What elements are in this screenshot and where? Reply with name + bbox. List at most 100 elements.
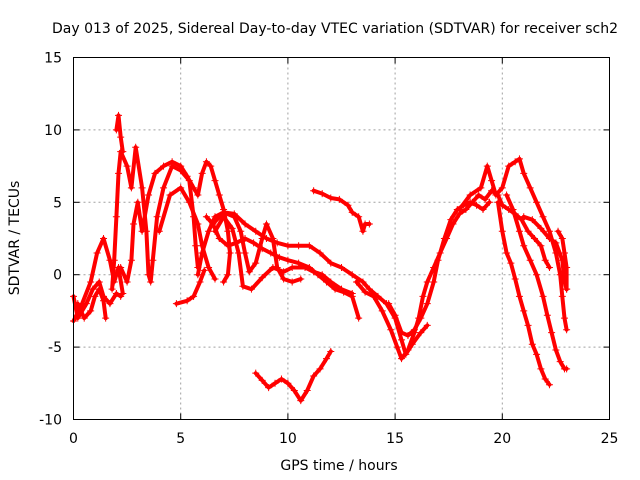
series-line [110,145,200,292]
data-point [177,162,185,170]
data-point [492,191,500,199]
data-point [91,292,99,300]
data-point [280,268,288,276]
data-point [134,198,142,206]
data-point [398,336,406,344]
data-point [284,242,292,250]
data-point [190,184,198,192]
y-tick-label: 0 [53,268,62,284]
data-point [398,355,406,363]
data-point [543,311,551,319]
data-point [267,249,275,257]
data-point [314,271,322,279]
data-point [290,387,298,395]
data-point [355,314,363,322]
y-axis-label: SDTVAR / TECUs [7,181,23,296]
data-point [295,259,303,267]
data-point [404,332,412,340]
data-point [241,220,249,228]
data-point [558,235,566,242]
data-point [423,300,431,308]
data-point [112,126,120,134]
data-point [297,397,305,405]
data-point [130,220,138,228]
x-axis-label: GPS time / hours [280,458,397,474]
y-tick-label: -10 [39,413,62,429]
data-point [558,292,566,300]
data-point [123,162,131,170]
y-tick-label: -5 [48,340,62,356]
data-point [410,326,418,334]
data-point [359,227,367,235]
data-point [215,191,223,199]
data-point [473,201,481,209]
data-point [288,263,296,271]
data-point [149,256,157,264]
data-point [533,350,541,358]
data-point [520,213,528,221]
data-point [252,369,260,377]
data-point [509,206,517,214]
data-point [271,379,279,387]
data-point [498,227,506,235]
data-point [177,184,185,192]
data-point [417,314,425,322]
data-point [485,198,493,206]
data-point [511,158,519,166]
y-tick-label: 10 [44,123,62,139]
data-point [245,268,253,276]
data-point [556,358,564,366]
data-point [190,292,198,300]
data-point [277,375,285,383]
data-point [440,235,448,242]
data-point [262,220,270,228]
data-point [507,259,515,267]
data-point [220,213,228,221]
data-point [477,184,485,192]
data-point [202,158,210,166]
data-point [526,256,534,264]
x-tick-label: 5 [176,431,185,447]
data-point [207,162,215,170]
data-point [262,235,270,242]
data-point [211,275,219,283]
data-point [87,307,95,315]
gridlines [73,57,610,420]
data-point [155,227,163,235]
data-point [232,239,240,247]
data-point [338,263,345,271]
data-point [192,242,200,250]
data-point [483,162,491,170]
data-point [211,177,219,185]
data-point [119,290,127,298]
data-point [310,372,318,380]
data-point [541,256,549,264]
data-point [194,191,202,199]
x-tick-label: 15 [386,431,404,447]
data-point [138,227,146,235]
data-point [305,242,313,250]
data-point [215,235,223,242]
data-point [147,278,155,286]
data-point [563,263,571,271]
data-point [305,263,313,271]
data-point [391,311,399,319]
data-point [117,133,125,141]
chart-title: Day 013 of 2025, Sidereal Day-to-day VTE… [52,21,618,37]
data-point [537,365,545,373]
data-point [258,376,266,384]
series-line [386,200,492,338]
data-point [494,198,502,206]
data-point [288,278,296,286]
data-point [327,194,335,202]
data-point [87,278,95,286]
data-point [563,326,571,334]
data-point [127,256,135,264]
data-point [560,314,568,322]
data-point [524,321,532,329]
data-point [258,274,266,282]
data-point [545,381,553,389]
data-point [348,292,356,300]
data-point [303,387,311,395]
